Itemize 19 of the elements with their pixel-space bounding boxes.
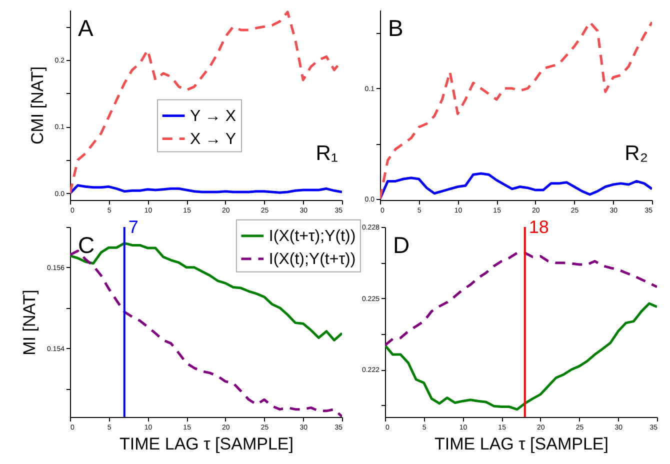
ref-line-label: 18 [528,217,549,237]
annotation: A [78,15,94,41]
annotation: B [388,15,404,41]
line-series [385,252,657,347]
line-series [70,184,342,195]
legend-label: I(X(t+τ);Y(t)) [268,228,356,245]
y-axis-title: MI [NAT] [20,290,39,356]
annotation: C [78,232,95,258]
annotation: R₂ [624,142,648,165]
legend-label: Y → X [190,108,236,125]
x-axis-title: TIME LAG τ [SAMPLE] [434,434,608,454]
legend-label: X → Y [190,130,236,148]
y-axis-title: CMI [NAT] [28,66,47,145]
ref-line-label: 7 [128,217,138,237]
line-series [385,302,657,411]
annotation: D [393,232,410,258]
annotation: R₁ [316,142,338,165]
legend-label: I(X(t);Y(t+τ)) [268,250,356,268]
x-axis-title: TIME LAG τ [SAMPLE] [120,434,294,454]
